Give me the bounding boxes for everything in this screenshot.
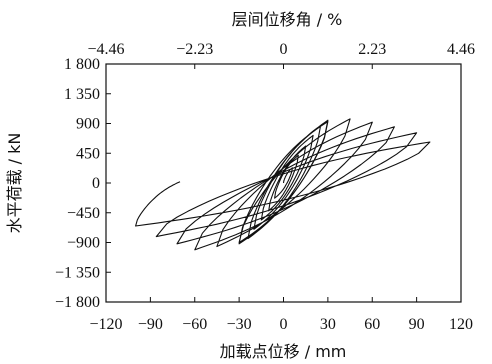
y-tick-label: −1 350 [55, 264, 100, 281]
x-tick-label: −60 [182, 316, 207, 333]
x-tick-label: 0 [280, 316, 288, 333]
y-tick-label: 1 350 [64, 86, 100, 103]
x-tick-label: −120 [89, 316, 122, 333]
y-tick-label: −900 [67, 235, 100, 252]
y-tick-label: 0 [92, 175, 100, 192]
y-axis-title: 水平荷载 / kN [5, 133, 24, 234]
y-tick-label: −450 [67, 205, 100, 222]
top-axis-title: 层间位移角 / % [232, 10, 343, 29]
top-tick-label: 4.46 [447, 41, 475, 58]
y-tick-label: −1 800 [55, 294, 100, 311]
top-tick-label: 0 [280, 41, 288, 58]
plot-frame [105, 63, 462, 303]
x-tick-label: 120 [449, 316, 473, 333]
x-tick-label: 90 [409, 316, 425, 333]
y-axis-tick-labels: 1 800 1 350 900 450 0 −450 −900 −1 350 −1 800 [55, 56, 100, 311]
y-tick-label: 900 [76, 116, 100, 133]
y-tick-label: 1 800 [64, 56, 100, 73]
y-tick-label: 450 [76, 145, 100, 162]
top-tick-label: −4.46 [87, 41, 124, 58]
x-axis-title: 加载点位移 / mm [220, 342, 347, 361]
x-tick-label: −90 [138, 316, 163, 333]
top-axis-tick-labels: −4.46 −2.23 0 2.23 4.46 [87, 41, 475, 58]
x-tick-label: −30 [227, 316, 252, 333]
top-tick-label: 2.23 [358, 41, 386, 58]
x-axis-tick-labels: −120 −90 −60 −30 0 30 60 90 120 [89, 316, 473, 333]
hysteresis-curve [135, 118, 431, 251]
top-tick-label: −2.23 [176, 41, 213, 58]
x-tick-label: 60 [364, 316, 380, 333]
x-tick-label: 30 [320, 316, 336, 333]
